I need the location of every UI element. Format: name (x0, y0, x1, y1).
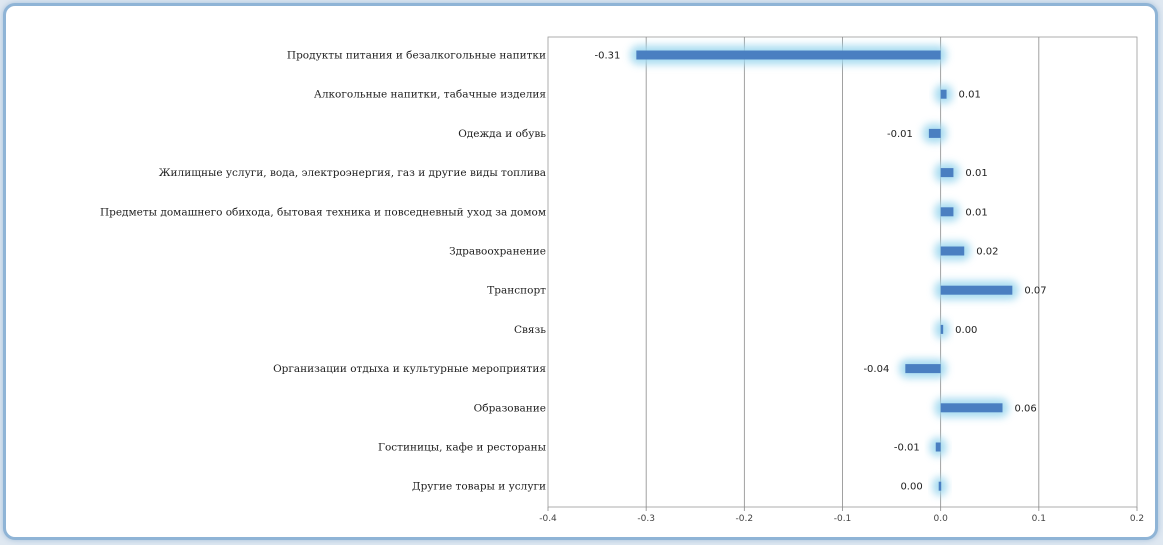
bar (935, 442, 941, 452)
x-tick-label: -0.4 (539, 514, 557, 524)
data-label: -0.01 (887, 129, 913, 140)
x-tick-label: 0.2 (1130, 514, 1144, 524)
category-label: Алкогольные напитки, табачные изделия (314, 89, 546, 101)
x-tick-label: 0.1 (1032, 514, 1046, 524)
category-label: Предметы домашнего обихода, бытовая техн… (100, 206, 546, 218)
category-label: Образование (474, 402, 546, 414)
category-label: Организации отдыха и культурные мероприя… (273, 363, 546, 375)
bar (940, 285, 1013, 295)
category-label: Одежда и обувь (458, 128, 546, 140)
category-label: Жилищные услуги, вода, электроэнергия, г… (159, 167, 546, 179)
bar (940, 324, 944, 334)
data-label: -0.01 (894, 443, 920, 454)
x-tick-label: -0.2 (736, 514, 754, 524)
data-label: 0.01 (965, 168, 987, 179)
bar (938, 481, 942, 491)
bar (636, 50, 941, 60)
category-label: Гостиницы, кафе и рестораны (378, 442, 546, 454)
bar (940, 246, 965, 256)
data-label: 0.07 (1024, 286, 1046, 297)
data-label: 0.01 (959, 90, 981, 101)
category-label: Здравоохранение (449, 246, 546, 258)
bar (940, 403, 1003, 413)
data-label: 0.02 (976, 247, 998, 258)
data-label: -0.31 (594, 51, 620, 62)
category-label: Другие товары и услуги (412, 481, 546, 493)
x-tick-label: -0.3 (637, 514, 655, 524)
bar (940, 89, 947, 99)
bar (940, 168, 954, 178)
category-label: Продукты питания и безалкогольные напитк… (287, 50, 546, 62)
data-label: 0.00 (900, 482, 922, 493)
data-label: 0.00 (955, 325, 977, 336)
chart-frame (3, 3, 1158, 540)
category-label: Связь (514, 324, 546, 336)
data-label: -0.04 (863, 364, 889, 375)
data-label: 0.06 (1015, 403, 1037, 414)
x-tick-label: 0.0 (934, 514, 949, 524)
category-label: Транспорт (487, 285, 546, 297)
bar (928, 128, 941, 138)
bar (940, 207, 954, 217)
x-tick-label: -0.1 (834, 514, 852, 524)
data-label: 0.01 (965, 207, 987, 218)
bar (905, 364, 941, 374)
